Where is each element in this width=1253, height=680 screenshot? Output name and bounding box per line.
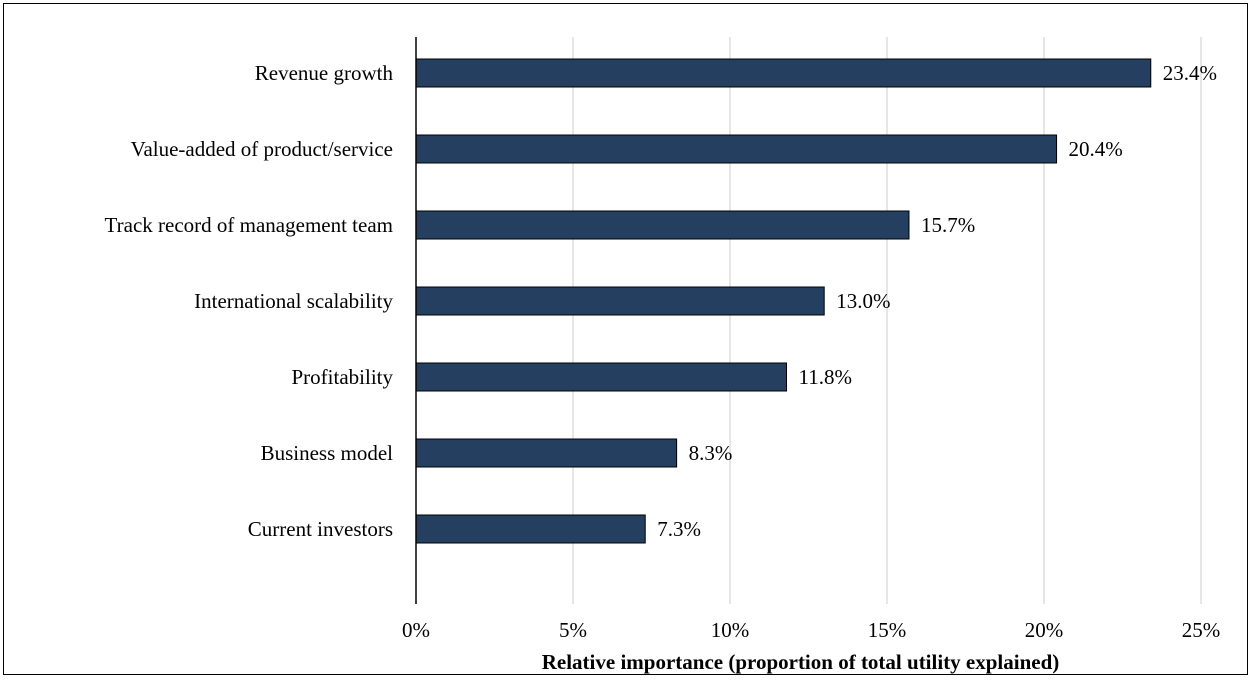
bars xyxy=(415,58,1152,544)
x-tick-label: 20% xyxy=(1025,618,1064,642)
value-label: 20.4% xyxy=(1069,137,1123,161)
value-label: 8.3% xyxy=(689,441,733,465)
category-label: Profitability xyxy=(292,365,394,389)
value-label: 7.3% xyxy=(657,517,701,541)
gridlines xyxy=(572,37,1202,604)
value-label: 23.4% xyxy=(1163,61,1217,85)
x-tick-label: 5% xyxy=(559,618,587,642)
x-tick-label: 10% xyxy=(711,618,750,642)
category-label: Business model xyxy=(261,441,394,465)
bar xyxy=(415,514,646,544)
category-label: Current investors xyxy=(248,517,393,541)
bar xyxy=(415,438,678,468)
x-tick-label: 25% xyxy=(1182,618,1221,642)
category-label: Value-added of product/service xyxy=(131,137,393,161)
bar-chart: 0% 5% 10% 15% 20% 25% Revenue growth 23.4% Value… xyxy=(105,37,1221,674)
bar xyxy=(415,134,1058,164)
bar xyxy=(415,210,910,240)
category-label: International scalability xyxy=(194,289,393,313)
x-tick-label: 0% xyxy=(402,618,430,642)
labels: 0% 5% 10% 15% 20% 25% Revenue growth 23.4% Value… xyxy=(105,61,1221,642)
bar xyxy=(415,362,788,392)
x-axis-title: Relative importance (proportion of total… xyxy=(542,650,1060,674)
value-label: 11.8% xyxy=(799,365,852,389)
value-label: 13.0% xyxy=(836,289,890,313)
chart-frame: 0% 5% 10% 15% 20% 25% Revenue growth 23.4% Value… xyxy=(3,3,1248,675)
category-label: Track record of management team xyxy=(105,213,393,237)
bar xyxy=(415,58,1152,88)
x-tick-label: 15% xyxy=(868,618,907,642)
bar xyxy=(415,286,825,316)
category-label: Revenue growth xyxy=(255,61,394,85)
value-label: 15.7% xyxy=(921,213,975,237)
